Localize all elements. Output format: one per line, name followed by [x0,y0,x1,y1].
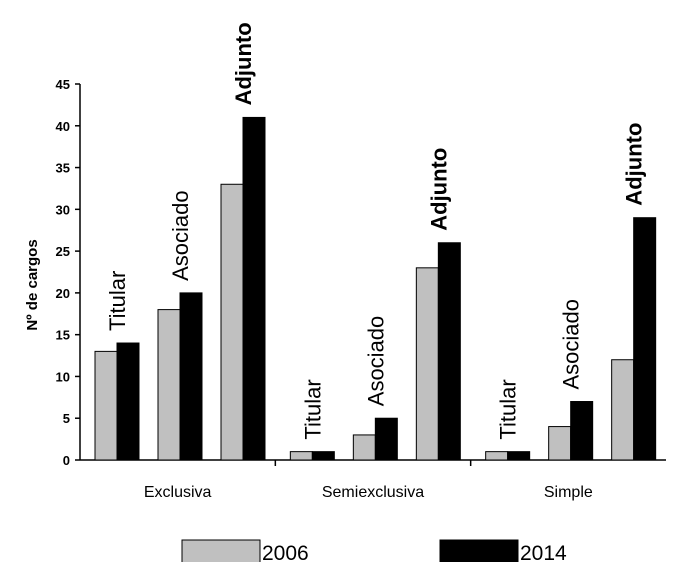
y-tick-label: 30 [56,202,70,217]
rank-label-titular: Titular [105,271,130,331]
x-axis [80,459,666,466]
y-axis-label: Nº de cargos [24,239,41,330]
rank-label-adjunto: Adjunto [231,22,256,105]
bar-2014-semiexclusiva-asociado [374,417,398,461]
y-tick-label: 20 [56,286,70,301]
rank-label-titular: Titular [496,379,521,439]
bar-2014-simple-adjunto [633,217,657,461]
y-tick-label: 35 [56,161,70,176]
rank-label-titular: Titular [300,379,325,439]
rank-label-asociado: Asociado [559,299,584,390]
bar-2006-simple-adjunto [611,359,635,461]
bar-2014-simple-asociado [570,401,594,461]
bars [94,116,657,461]
rank-label-asociado: Asociado [363,316,388,407]
bar-2014-exclusiva-adjunto [242,116,266,461]
bar-2014-semiexclusiva-adjunto [437,242,461,461]
y-tick-label: 5 [63,411,70,426]
rank-label-adjunto: Adjunto [622,123,647,206]
rank-label-asociado: Asociado [168,190,193,281]
bar-2006-semiexclusiva-titular [289,451,313,461]
legend: 2006 2014 [181,539,567,562]
bar-2014-simple-titular [507,451,531,461]
legend-label-2014: 2014 [520,542,567,562]
y-tick-label: 15 [56,328,70,343]
bar-2006-simple-titular [485,451,509,461]
y-tick-label: 40 [56,119,70,134]
bar-2006-simple-asociado [548,426,572,461]
rank-label-adjunto: Adjunto [426,148,451,231]
bar-2006-semiexclusiva-asociado [352,434,376,461]
category-labels: Exclusiva Semiexclusiva Simple [144,484,593,501]
legend-swatch-2006 [181,539,261,562]
y-axis: 0 5 10 15 20 25 30 35 40 45 [56,77,81,468]
legend-swatch-2014 [439,539,519,562]
bar-2006-exclusiva-asociado [157,309,181,461]
group-label-exclusiva: Exclusiva [144,484,212,501]
y-tick-label: 25 [56,244,70,259]
bar-2006-semiexclusiva-adjunto [415,267,439,461]
y-tick-label: 10 [56,369,70,384]
bar-2006-exclusiva-adjunto [220,183,244,461]
bar-2006-exclusiva-titular [94,350,118,461]
bar-2014-exclusiva-asociado [179,292,203,461]
bar-2014-semiexclusiva-titular [311,451,335,461]
y-tick-label: 45 [56,77,70,92]
rank-labels: Titular Asociado Adjunto Titular Asociado Adj… [105,22,647,439]
group-label-simple: Simple [544,484,593,501]
bar-2014-exclusiva-titular [116,342,140,461]
legend-label-2006: 2006 [262,542,309,562]
y-tick-label: 0 [63,453,70,468]
group-label-semiexclusiva: Semiexclusiva [322,484,424,501]
